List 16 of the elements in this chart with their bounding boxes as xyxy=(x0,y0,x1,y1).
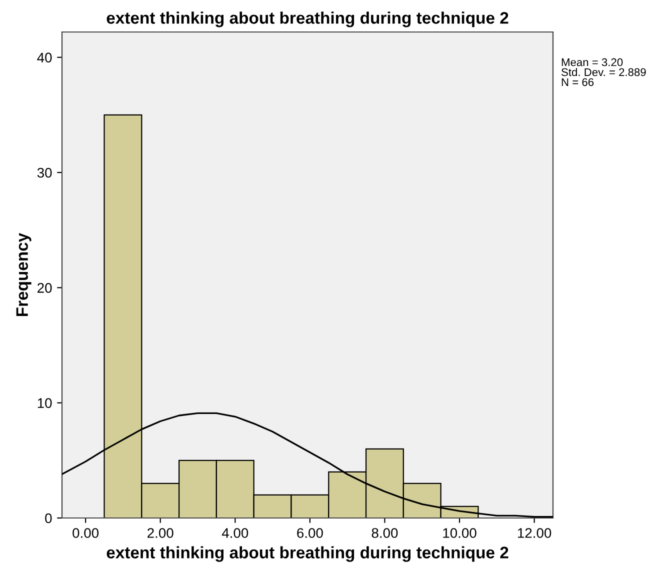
text: Mean = 3.20 Std. Dev. = 2.889 N = 66 xyxy=(562,58,646,86)
x-tick-label: 6.00 xyxy=(297,528,323,538)
y-tick-label: 30 xyxy=(37,168,52,178)
x-tick-label: 8.00 xyxy=(372,528,398,538)
y-axis-title: Frequency xyxy=(16,232,32,316)
y-tick-label: 0 xyxy=(45,513,52,524)
x-tick-label: 4.00 xyxy=(222,528,248,538)
x-tick-label: 2.00 xyxy=(148,528,174,538)
y-tick-label: 10 xyxy=(38,398,52,408)
x-axis-title: extent thinking about breathing during technique 2 xyxy=(106,546,508,562)
x-tick-label: 0.00 xyxy=(72,528,99,538)
x-tick-label: 10.00 xyxy=(443,528,476,538)
chart-title: extent thinking about breathing during technique 2 xyxy=(106,12,508,28)
x-tick-label: 12.00 xyxy=(518,528,552,538)
y-tick-label: 20 xyxy=(38,283,52,293)
y-tick-label: 40 xyxy=(37,52,52,63)
